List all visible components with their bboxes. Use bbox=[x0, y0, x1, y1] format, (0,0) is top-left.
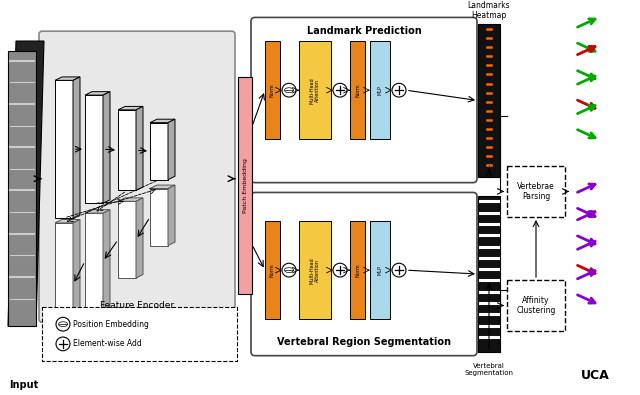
Polygon shape bbox=[118, 110, 136, 190]
Text: Landmark Prediction: Landmark Prediction bbox=[307, 26, 421, 36]
Text: Element-wise Add: Element-wise Add bbox=[73, 339, 141, 348]
Text: Input: Input bbox=[10, 380, 38, 390]
Circle shape bbox=[282, 83, 296, 97]
Text: Position Embedding: Position Embedding bbox=[73, 320, 149, 329]
FancyBboxPatch shape bbox=[251, 17, 477, 182]
Bar bbox=[370, 41, 390, 139]
Bar bbox=[478, 24, 500, 177]
Text: Vertebral Region Segmentation: Vertebral Region Segmentation bbox=[277, 337, 451, 347]
Bar bbox=[299, 41, 331, 139]
Polygon shape bbox=[8, 51, 36, 326]
Circle shape bbox=[56, 317, 70, 331]
Text: Norm: Norm bbox=[355, 83, 360, 97]
Text: UCA: UCA bbox=[580, 369, 609, 382]
Polygon shape bbox=[73, 77, 80, 218]
Circle shape bbox=[392, 263, 406, 277]
Polygon shape bbox=[168, 119, 175, 180]
Text: Vertebral
Segmentation: Vertebral Segmentation bbox=[465, 363, 513, 376]
Bar bbox=[350, 41, 365, 139]
Circle shape bbox=[392, 83, 406, 97]
Circle shape bbox=[333, 83, 347, 97]
Text: Vertebrae
Parsing: Vertebrae Parsing bbox=[517, 182, 555, 201]
Polygon shape bbox=[103, 92, 110, 203]
Polygon shape bbox=[73, 220, 80, 346]
Polygon shape bbox=[55, 80, 73, 218]
Bar bbox=[507, 166, 565, 217]
Text: Landmarks
Heatmap: Landmarks Heatmap bbox=[468, 1, 510, 20]
Polygon shape bbox=[85, 213, 103, 309]
Polygon shape bbox=[168, 185, 175, 246]
Polygon shape bbox=[150, 185, 175, 188]
Text: Multi-Head
Attention: Multi-Head Attention bbox=[310, 77, 321, 103]
Text: Patch Embedding: Patch Embedding bbox=[243, 158, 248, 213]
Bar bbox=[370, 221, 390, 319]
Polygon shape bbox=[150, 122, 168, 180]
Polygon shape bbox=[85, 95, 103, 203]
Text: MLP: MLP bbox=[378, 265, 383, 275]
Circle shape bbox=[333, 263, 347, 277]
FancyBboxPatch shape bbox=[251, 192, 477, 356]
Bar bbox=[42, 307, 237, 361]
Circle shape bbox=[282, 263, 296, 277]
Polygon shape bbox=[103, 210, 110, 309]
Polygon shape bbox=[55, 223, 73, 346]
Bar bbox=[507, 280, 565, 331]
Polygon shape bbox=[136, 106, 143, 190]
Polygon shape bbox=[55, 77, 80, 80]
Bar bbox=[350, 221, 365, 319]
Polygon shape bbox=[85, 210, 110, 213]
Text: Feature Encoder: Feature Encoder bbox=[100, 301, 174, 310]
Bar bbox=[299, 221, 331, 319]
Polygon shape bbox=[118, 201, 136, 278]
Bar bbox=[265, 221, 280, 319]
Polygon shape bbox=[150, 188, 168, 246]
Bar bbox=[478, 196, 500, 352]
Bar bbox=[265, 41, 280, 139]
Polygon shape bbox=[8, 41, 44, 326]
Polygon shape bbox=[118, 106, 143, 110]
Polygon shape bbox=[85, 92, 110, 95]
Polygon shape bbox=[150, 119, 175, 122]
Text: Norm: Norm bbox=[355, 263, 360, 277]
Bar bbox=[238, 77, 252, 294]
Text: Multi-Head
Attention: Multi-Head Attention bbox=[310, 257, 321, 284]
Text: MLP: MLP bbox=[378, 85, 383, 95]
Text: Norm: Norm bbox=[270, 83, 275, 97]
FancyBboxPatch shape bbox=[39, 31, 235, 322]
Polygon shape bbox=[118, 198, 143, 201]
Polygon shape bbox=[136, 198, 143, 278]
Text: Norm: Norm bbox=[270, 263, 275, 277]
Polygon shape bbox=[55, 220, 80, 223]
Text: Affinity
Clustering: Affinity Clustering bbox=[516, 296, 556, 315]
Circle shape bbox=[56, 337, 70, 351]
